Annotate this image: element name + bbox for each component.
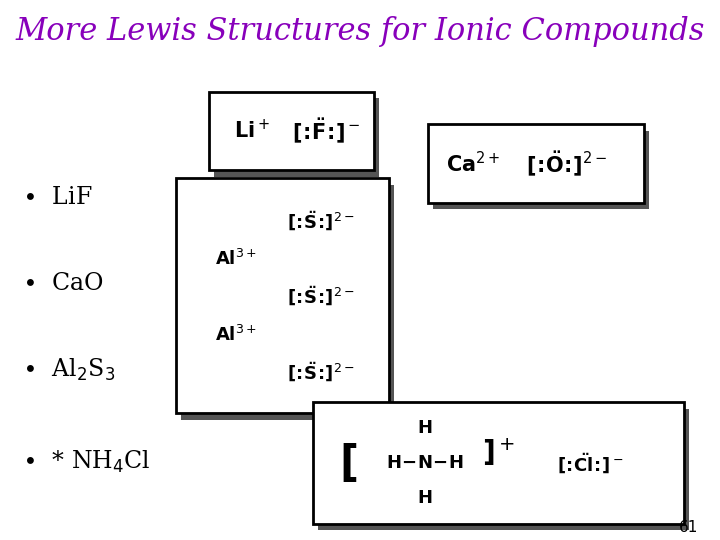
Text: $\mathbf{[\!:\!\ddot{S}\!:\!]}^{2-}$: $\mathbf{[\!:\!\ddot{S}\!:\!]}^{2-}$ [287, 209, 355, 232]
Text: $\mathbf{Ca}^{2+}$: $\mathbf{Ca}^{2+}$ [446, 151, 501, 176]
Bar [176, 178, 389, 413]
Text: $\bullet$  LiF: $\bullet$ LiF [22, 186, 92, 208]
Bar [313, 402, 684, 524]
Text: $\mathbf{H}$: $\mathbf{H}$ [417, 419, 433, 437]
Text: $\mathbf{]}^+$: $\mathbf{]}^+$ [482, 436, 516, 468]
Text: $\mathbf{H\!-\!N\!-\!H}$: $\mathbf{H\!-\!N\!-\!H}$ [386, 454, 464, 472]
Bar [214, 98, 379, 177]
Text: $\mathbf{Li}^+$: $\mathbf{Li}^+$ [234, 119, 270, 143]
Text: $\mathbf{[\!:\!\ddot{Cl}\!:\!]}^-$: $\mathbf{[\!:\!\ddot{Cl}\!:\!]}^-$ [557, 451, 624, 475]
Text: $\mathbf{[\!:\!\ddot{F}\!:\!]}^-$: $\mathbf{[\!:\!\ddot{F}\!:\!]}^-$ [292, 117, 360, 145]
Text: $\mathbf{Al}^{3+}$: $\mathbf{Al}^{3+}$ [215, 325, 257, 345]
Text: $\mathbf{Al}^{3+}$: $\mathbf{Al}^{3+}$ [215, 249, 257, 269]
Bar [181, 185, 394, 420]
Bar [433, 131, 649, 209]
Bar [318, 409, 689, 530]
Text: More Lewis Structures for Ionic Compounds: More Lewis Structures for Ionic Compound… [15, 16, 705, 47]
Text: 61: 61 [679, 519, 698, 535]
Bar [209, 92, 374, 170]
Text: $\bullet$  * NH$_4$Cl: $\bullet$ * NH$_4$Cl [22, 449, 150, 475]
Text: $\mathbf{H}$: $\mathbf{H}$ [417, 489, 433, 507]
Text: $\bullet$  Al$_2$S$_3$: $\bullet$ Al$_2$S$_3$ [22, 357, 115, 383]
Bar [428, 124, 644, 202]
Text: $\mathbf{[\!:\!\ddot{O}\!:\!]}^{2-}$: $\mathbf{[\!:\!\ddot{O}\!:\!]}^{2-}$ [526, 149, 607, 178]
Text: $\mathbf{[\!:\!\ddot{S}\!:\!]}^{2-}$: $\mathbf{[\!:\!\ddot{S}\!:\!]}^{2-}$ [287, 285, 355, 307]
Text: $\bullet$  CaO: $\bullet$ CaO [22, 272, 104, 295]
Text: $\mathbf{[\!:\!\ddot{S}\!:\!]}^{2-}$: $\mathbf{[\!:\!\ddot{S}\!:\!]}^{2-}$ [287, 360, 355, 383]
Text: $\mathbf{[}$: $\mathbf{[}$ [338, 442, 357, 484]
